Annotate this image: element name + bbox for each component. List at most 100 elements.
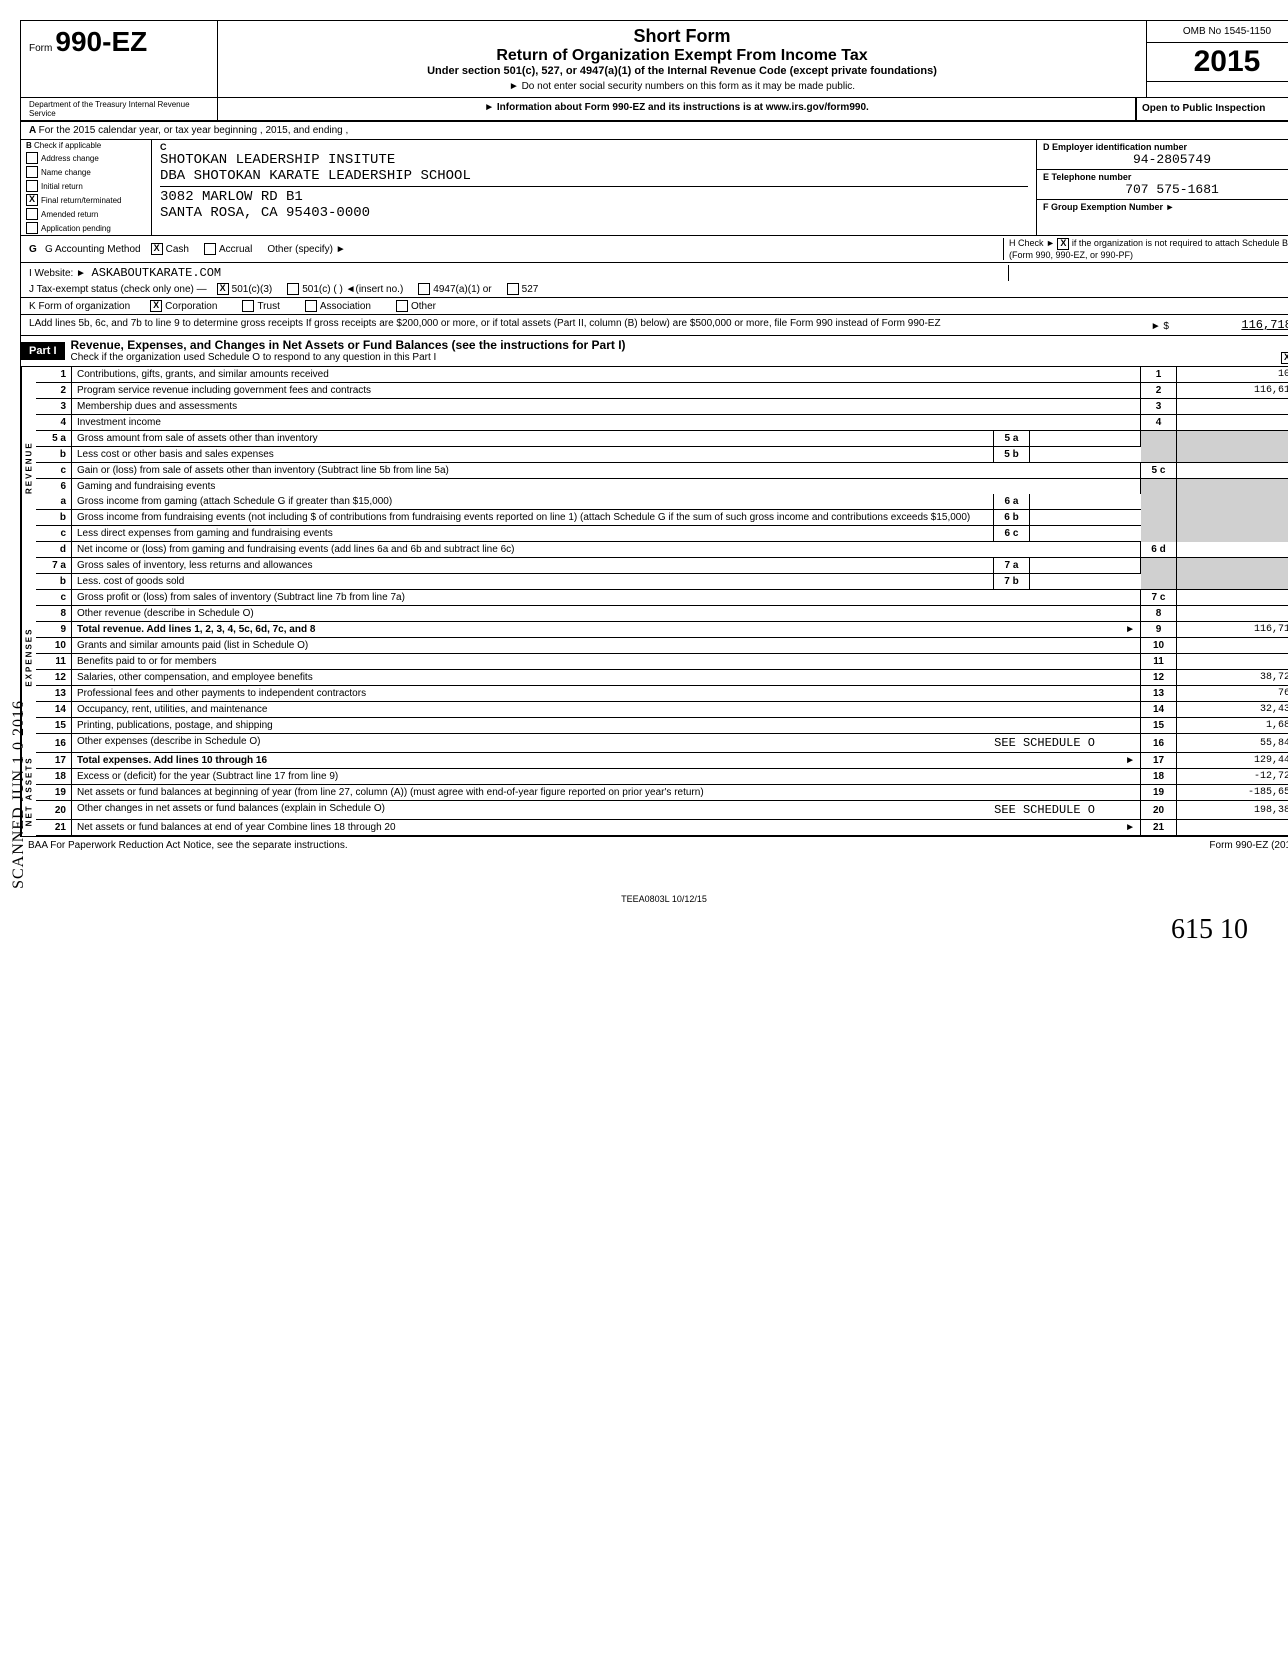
section-bcdef: B Check if applicable Address change Nam… xyxy=(21,140,1288,236)
chk-amended[interactable]: Amended return xyxy=(21,207,151,221)
c-label: C xyxy=(160,142,1028,152)
line-12: 12Salaries, other compensation, and empl… xyxy=(36,670,1288,686)
line-17: 17Total expenses. Add lines 10 through 1… xyxy=(36,753,1288,769)
part1-sub: Check if the organization used Schedule … xyxy=(71,352,437,363)
l-text: Add lines 5b, 6c, and 7b to line 9 to de… xyxy=(35,318,1141,332)
line-5a: 5 aGross amount from sale of assets othe… xyxy=(36,431,1288,447)
line-6a: aGross income from gaming (attach Schedu… xyxy=(36,494,1288,510)
line-7b: bLess. cost of goods sold7 b xyxy=(36,574,1288,590)
chk-4947[interactable] xyxy=(418,283,430,295)
line-16: 16Other expenses (describe in Schedule O… xyxy=(36,734,1288,753)
subtitle: Under section 501(c), 527, or 4947(a)(1)… xyxy=(223,65,1141,77)
title-return: Return of Organization Exempt From Incom… xyxy=(223,47,1141,65)
col-de: D Employer identification number 94-2805… xyxy=(1037,140,1288,235)
chk-501c[interactable] xyxy=(287,283,299,295)
main-table: REVENUE EXPENSES NET ASSETS 1Contributio… xyxy=(21,367,1288,836)
chk-final[interactable]: XFinal return/terminated xyxy=(21,193,151,207)
line-15: 15Printing, publications, postage, and s… xyxy=(36,718,1288,734)
org-addr2: SANTA ROSA, CA 95403-0000 xyxy=(160,205,1028,221)
line-8: 8Other revenue (describe in Schedule O)8 xyxy=(36,606,1288,622)
dept-row: Department of the Treasury Internal Reve… xyxy=(21,98,1288,122)
col-b: B Check if applicable Address change Nam… xyxy=(21,140,152,235)
chk-h[interactable]: X xyxy=(1057,238,1069,250)
info-link: ► Information about Form 990-EZ and its … xyxy=(218,98,1136,120)
scanned-stamp: SCANNED JUN 1 0 2016 xyxy=(10,700,28,889)
row-gh: G G Accounting Method X Cash Accrual Oth… xyxy=(21,236,1288,263)
j-label: J Tax-exempt status (check only one) — xyxy=(29,284,207,295)
line-20: 20Other changes in net assets or fund ba… xyxy=(36,801,1288,820)
header-left: Form 990-EZ xyxy=(21,21,218,97)
chk-501c3[interactable]: X xyxy=(217,283,229,295)
row-h: H Check ► X if the organization is not r… xyxy=(1003,238,1288,260)
line-7c: cGross profit or (loss) from sales of in… xyxy=(36,590,1288,606)
line-6c: cLess direct expenses from gaming and fu… xyxy=(36,526,1288,542)
line-4: 4Investment income4 xyxy=(36,415,1288,431)
chk-trust[interactable] xyxy=(242,300,254,312)
line-7a: 7 aGross sales of inventory, less return… xyxy=(36,558,1288,574)
row-i: I Website: ► ASKABOUTKARATE.COM xyxy=(21,263,1288,281)
line-10: 10Grants and similar amounts paid (list … xyxy=(36,638,1288,654)
e-label: E Telephone number xyxy=(1043,172,1288,182)
line-18: 18Excess or (deficit) for the year (Subt… xyxy=(36,769,1288,785)
g-text: G Accounting Method xyxy=(45,244,141,255)
part1-header: Part I Revenue, Expenses, and Changes in… xyxy=(21,336,1288,367)
title-short-form: Short Form xyxy=(223,26,1141,47)
chk-accrual[interactable] xyxy=(204,243,216,255)
footer-right: Form 990-EZ (2015) xyxy=(1209,840,1288,851)
chk-527[interactable] xyxy=(507,283,519,295)
line-5c: cGain or (loss) from sale of assets othe… xyxy=(36,463,1288,479)
l-arrow: ► $ xyxy=(1151,321,1169,332)
org-dba: DBA SHOTOKAN KARATE LEADERSHIP SCHOOL xyxy=(160,168,1028,184)
handwritten: 615 10 xyxy=(20,914,1288,946)
g-label: G xyxy=(29,244,41,255)
row-l: L Add lines 5b, 6c, and 7b to line 9 to … xyxy=(21,315,1288,336)
line-5b: bLess cost or other basis and sales expe… xyxy=(36,447,1288,463)
row-a: A For the 2015 calendar year, or tax yea… xyxy=(21,122,1288,140)
note-ssn: ► Do not enter social security numbers o… xyxy=(223,81,1141,92)
col-c: C SHOTOKAN LEADERSHIP INSITUTE DBA SHOTO… xyxy=(152,140,1037,235)
f-label: F Group Exemption Number ► xyxy=(1043,202,1288,212)
line-11: 11Benefits paid to or for members11 xyxy=(36,654,1288,670)
form-header: Form 990-EZ Short Form Return of Organiz… xyxy=(21,21,1288,98)
part1-label: Part I xyxy=(21,342,65,360)
ein: 94-2805749 xyxy=(1043,152,1288,167)
footer-center: TEEA0803L 10/12/15 xyxy=(20,894,1288,904)
line-14: 14Occupancy, rent, utilities, and mainte… xyxy=(36,702,1288,718)
line-21: 21Net assets or fund balances at end of … xyxy=(36,820,1288,836)
line-6d: dNet income or (loss) from gaming and fu… xyxy=(36,542,1288,558)
chk-assoc[interactable] xyxy=(305,300,317,312)
header-center: Short Form Return of Organization Exempt… xyxy=(218,21,1147,97)
open-public: Open to Public Inspection xyxy=(1136,98,1288,120)
chk-name[interactable]: Name change xyxy=(21,165,151,179)
footer: BAA For Paperwork Reduction Act Notice, … xyxy=(20,837,1288,854)
line-19: 19Net assets or fund balances at beginni… xyxy=(36,785,1288,801)
org-name: SHOTOKAN LEADERSHIP INSITUTE xyxy=(160,152,1028,168)
chk-corp[interactable]: X xyxy=(150,300,162,312)
form-990ez: Form 990-EZ Short Form Return of Organiz… xyxy=(20,20,1288,837)
part1-title: Revenue, Expenses, and Changes in Net As… xyxy=(71,338,1288,352)
row-a-text: For the 2015 calendar year, or tax year … xyxy=(39,125,349,136)
header-right: OMB No 1545-1150 2015 xyxy=(1147,21,1288,97)
org-addr1: 3082 MARLOW RD B1 xyxy=(160,189,1028,205)
omb-number: OMB No 1545-1150 xyxy=(1147,21,1288,43)
chk-initial[interactable]: Initial return xyxy=(21,179,151,193)
dept-label: Department of the Treasury Internal Reve… xyxy=(21,98,218,120)
chk-other[interactable] xyxy=(396,300,408,312)
line-1: 1Contributions, gifts, grants, and simil… xyxy=(36,367,1288,383)
line-3: 3Membership dues and assessments3 xyxy=(36,399,1288,415)
line-13: 13Professional fees and other payments t… xyxy=(36,686,1288,702)
footer-left: BAA For Paperwork Reduction Act Notice, … xyxy=(28,840,348,851)
chk-schedule-o[interactable]: X xyxy=(1281,352,1288,364)
chk-address[interactable]: Address change xyxy=(21,151,151,165)
tax-year: 2015 xyxy=(1147,43,1288,82)
form-prefix: Form xyxy=(29,43,52,54)
chk-cash[interactable]: X xyxy=(151,243,163,255)
row-j: J Tax-exempt status (check only one) — X… xyxy=(21,281,1288,298)
form-number: 990-EZ xyxy=(55,26,147,57)
chk-pending[interactable]: Application pending xyxy=(21,221,151,235)
row-k: K Form of organization X Corporation Tru… xyxy=(21,298,1288,315)
l-value: 116,718. xyxy=(1179,318,1288,332)
i-label: I Website: ► xyxy=(29,268,86,279)
line-9: 9Total revenue. Add lines 1, 2, 3, 4, 5c… xyxy=(36,622,1288,638)
phone: 707 575-1681 xyxy=(1043,182,1288,197)
